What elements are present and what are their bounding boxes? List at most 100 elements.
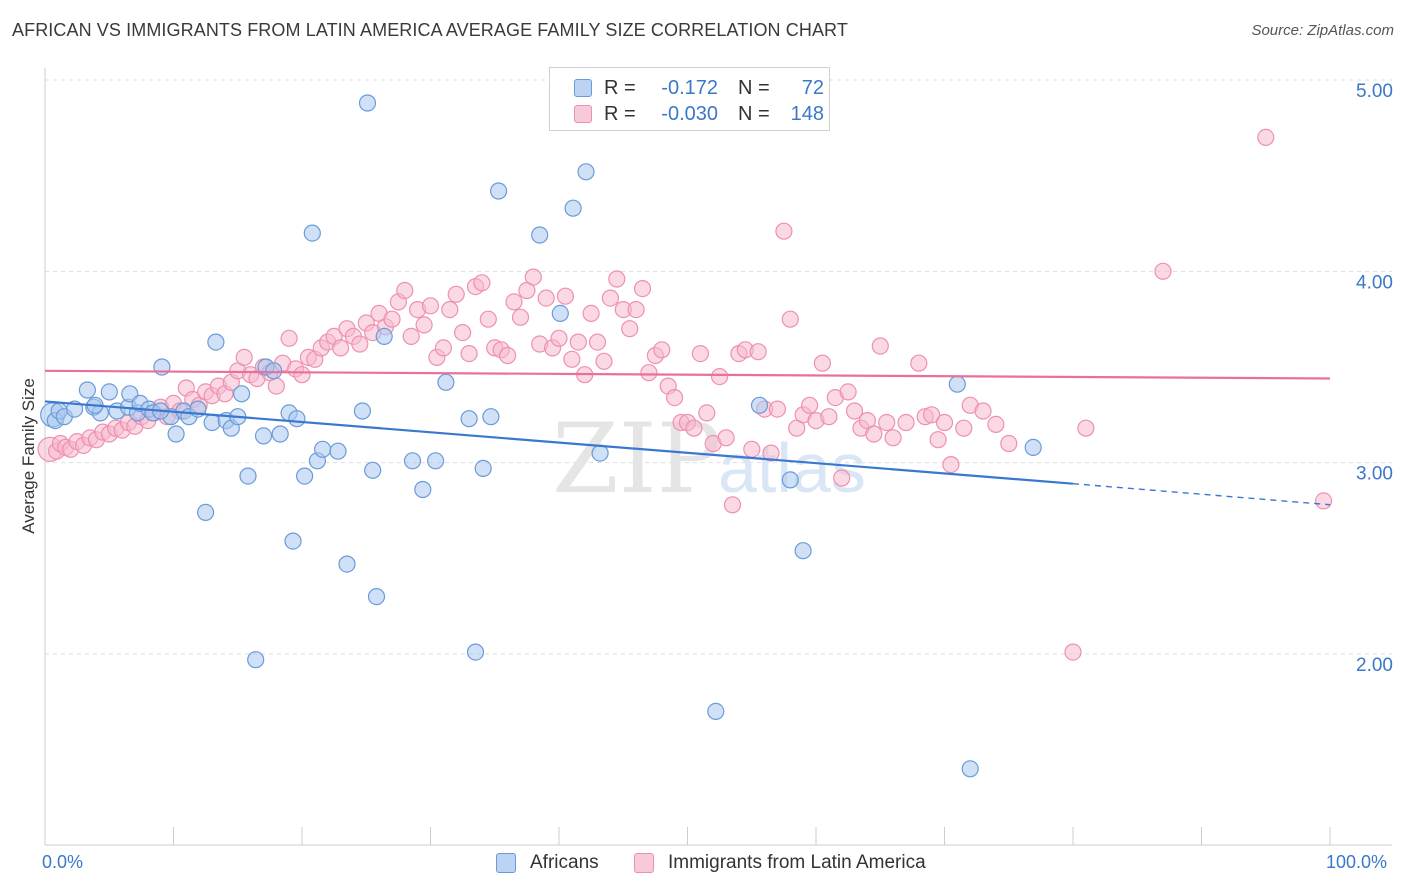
african-point-5 [78, 381, 97, 399]
latin-point-114 [768, 400, 787, 418]
x-tick-label-max: 100.0% [1326, 852, 1388, 872]
african-point-58 [531, 226, 549, 244]
latin-point-142 [974, 402, 992, 420]
latin-point-78 [537, 289, 555, 307]
latin-point-107 [723, 496, 742, 514]
latin-point-76 [524, 268, 542, 286]
latin-point-103 [698, 404, 716, 422]
latin-point-54 [383, 310, 401, 328]
latin-point-46 [332, 339, 350, 357]
legend-item-latin: Immigrants from Latin America [634, 852, 926, 874]
latin-point-64 [447, 285, 465, 303]
african-point-34 [271, 425, 289, 443]
african-point-24 [207, 333, 225, 351]
latin-point-145 [1064, 643, 1082, 661]
african-point-23 [203, 413, 221, 432]
africans-trend-extension [1072, 483, 1331, 506]
african-point-52 [437, 373, 455, 391]
latin-point-105 [710, 368, 729, 386]
latin-point-92 [627, 301, 645, 319]
african-point-37 [288, 410, 306, 428]
source-label: Source: ZipAtlas.com [1251, 22, 1394, 39]
latin-point-119 [800, 396, 819, 414]
latin-point-82 [563, 350, 581, 368]
latin-point-36 [267, 377, 285, 395]
african-point-41 [314, 440, 332, 458]
x-tick-label-min: 0.0% [42, 852, 84, 872]
legend-label-latin: Immigrants from Latin America [668, 852, 926, 873]
latin-america-points [37, 128, 1333, 661]
african-point-33 [265, 362, 283, 380]
african-point-55 [474, 459, 492, 477]
african-point-22 [197, 503, 215, 522]
latin-point-146 [1154, 262, 1172, 280]
n-value: 72 [801, 76, 824, 99]
latin-point-126 [845, 402, 864, 420]
african-point-65 [781, 471, 799, 489]
african-point-43 [338, 555, 356, 573]
latin-point-60 [421, 297, 440, 315]
latin-point-121 [813, 354, 832, 372]
latin-point-124 [833, 469, 851, 487]
latin-point-80 [550, 329, 568, 347]
latin-point-31 [235, 348, 253, 366]
latin-point-132 [884, 429, 902, 447]
africans-points [40, 94, 1042, 778]
african-point-36 [284, 532, 302, 550]
latin-point-143 [987, 415, 1005, 433]
r-label: R = [604, 102, 636, 125]
correlation-legend: R = -0.172 N = 72 R = -0.030 N = 148 [549, 67, 830, 131]
y-tick-label-2: 3.00 [1356, 464, 1393, 485]
latin-point-106 [717, 429, 735, 447]
latin-point-94 [640, 364, 658, 382]
r-value: -0.172 [661, 76, 718, 99]
african-point-29 [239, 467, 257, 485]
latin-point-113 [762, 444, 780, 462]
latin-point-131 [878, 413, 896, 432]
latin-legend-swatch [634, 853, 654, 873]
africans-legend-swatch [496, 853, 516, 873]
african-point-48 [375, 327, 393, 345]
africans-swatch [574, 79, 592, 97]
y-tick-labels: 5.00 4.00 3.00 2.00 [1356, 81, 1393, 676]
african-point-30 [247, 651, 265, 669]
latin-point-69 [479, 310, 497, 328]
african-point-66 [794, 542, 812, 560]
latin-point-38 [280, 329, 298, 347]
latin-point-115 [775, 222, 793, 240]
r-value: -0.030 [661, 102, 718, 125]
african-point-51 [427, 452, 445, 470]
african-point-61 [577, 163, 595, 181]
latin-point-63 [441, 301, 459, 319]
latin-point-85 [582, 304, 600, 322]
african-point-57 [490, 182, 508, 200]
african-point-42 [329, 442, 347, 460]
latin-point-66 [460, 345, 478, 363]
latin-point-96 [653, 341, 671, 359]
watermark-zip: ZIP [552, 403, 721, 515]
series-legend: Africans Immigrants from Latin America [0, 852, 1406, 878]
latin-point-116 [781, 310, 799, 328]
latin-point-65 [454, 324, 472, 342]
african-point-54 [466, 643, 485, 661]
african-point-68 [961, 760, 979, 778]
latin-point-139 [942, 456, 960, 474]
latin-point-93 [633, 280, 652, 298]
chart-title: AFRICAN VS IMMIGRANTS FROM LATIN AMERICA… [12, 20, 848, 40]
r-label: R = [604, 76, 636, 99]
african-point-18 [167, 425, 185, 443]
latin-point-102 [691, 345, 710, 363]
latin-point-147 [1257, 128, 1275, 146]
y-tick-label-0: 5.00 [1356, 81, 1393, 102]
africans-trend-line [44, 400, 1074, 485]
latin-point-87 [595, 352, 613, 370]
watermark: ZIP atlas [552, 403, 866, 515]
african-point-67 [948, 375, 966, 393]
latin-point-73 [505, 293, 523, 311]
african-point-45 [358, 94, 377, 112]
y-tick-label-1: 4.00 [1356, 272, 1393, 293]
latin-swatch [574, 105, 592, 123]
african-point-39 [303, 224, 321, 242]
african-point-28 [233, 385, 251, 403]
